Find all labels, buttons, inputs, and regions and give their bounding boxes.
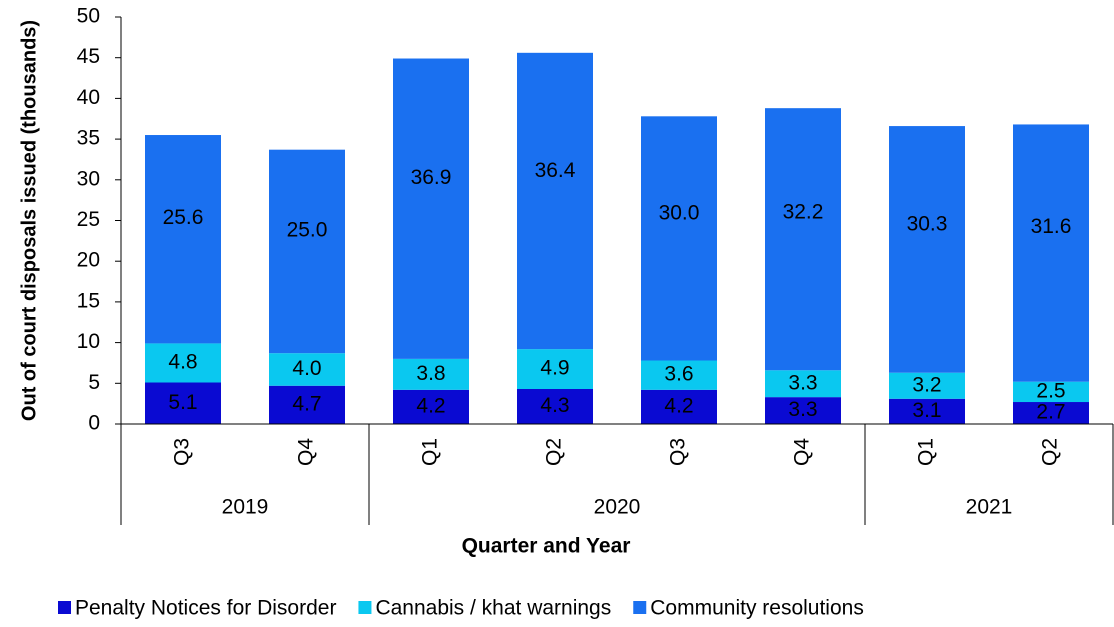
y-axis-title: Out of court disposals issued (thousands… xyxy=(18,20,40,421)
bar-segment xyxy=(145,382,221,424)
y-tick-label: 50 xyxy=(77,5,100,28)
bar-segment xyxy=(393,389,469,424)
y-tick-label: 15 xyxy=(77,289,100,312)
legend-swatch xyxy=(58,601,71,614)
legend-label: Cannabis / khat warnings xyxy=(375,597,611,620)
y-tick-label: 0 xyxy=(88,412,100,435)
x-tick-label: Q1 xyxy=(419,438,442,466)
x-tick-label: Q4 xyxy=(295,438,318,466)
bar-segment xyxy=(1013,402,1089,424)
x-tick-label: Q3 xyxy=(171,438,194,466)
bar-segment xyxy=(145,135,221,344)
x-tick-label: Q3 xyxy=(667,438,690,466)
bar-segment xyxy=(269,353,345,386)
y-tick-label: 35 xyxy=(77,127,100,150)
legend-label: Penalty Notices for Disorder xyxy=(75,597,336,620)
bar-segment xyxy=(269,385,345,424)
year-label: 2020 xyxy=(594,496,641,519)
x-axis-title: Quarter and Year xyxy=(462,535,631,558)
bar-segment xyxy=(641,116,717,361)
bar-segment xyxy=(765,397,841,424)
bar-segment xyxy=(641,360,717,390)
data-label: 36.9 xyxy=(411,166,452,189)
year-label: 2019 xyxy=(222,496,269,519)
bar-segment xyxy=(889,126,965,373)
x-tick-label: Q4 xyxy=(791,438,814,466)
x-tick-label: Q1 xyxy=(915,438,938,466)
data-label: 36.4 xyxy=(535,159,576,182)
bar-segment xyxy=(641,389,717,424)
y-tick-label: 25 xyxy=(77,208,100,231)
data-label: 4.7 xyxy=(292,392,321,415)
legend-swatch xyxy=(358,601,372,614)
data-label: 4.2 xyxy=(416,394,445,417)
bar-segment xyxy=(1013,124,1089,382)
bar-segment xyxy=(393,58,469,359)
data-label: 5.1 xyxy=(168,391,197,414)
data-label: 2.7 xyxy=(1036,401,1065,424)
data-label: 30.3 xyxy=(907,212,948,235)
data-label: 25.6 xyxy=(163,206,204,229)
data-label: 3.1 xyxy=(912,399,941,422)
year-label: 2021 xyxy=(966,496,1013,519)
data-label: 30.0 xyxy=(659,202,700,225)
y-tick-label: 10 xyxy=(77,330,100,353)
bar-segment xyxy=(1013,381,1089,403)
data-label: 4.0 xyxy=(292,357,321,380)
y-tick-label: 30 xyxy=(77,167,100,190)
bar-segment xyxy=(393,358,469,390)
y-tick-label: 20 xyxy=(77,249,100,272)
legend-label: Community resolutions xyxy=(650,597,864,620)
data-label: 3.8 xyxy=(416,362,445,385)
data-label: 4.2 xyxy=(664,394,693,417)
y-tick-label: 45 xyxy=(77,45,100,68)
bar-segment xyxy=(765,370,841,398)
x-tick-label: Q2 xyxy=(543,438,566,466)
bar-segment xyxy=(889,398,965,424)
legend-swatch xyxy=(633,601,647,614)
y-tick-label: 5 xyxy=(88,371,100,394)
bar-segment xyxy=(889,372,965,399)
data-label: 2.5 xyxy=(1036,379,1065,402)
y-tick-label: 40 xyxy=(77,86,100,109)
data-label: 32.2 xyxy=(783,201,824,224)
x-tick-label: Q2 xyxy=(1039,438,1062,466)
bar-segment xyxy=(517,388,593,424)
bar-segment xyxy=(765,108,841,371)
bar-segment xyxy=(517,349,593,389)
data-label: 3.3 xyxy=(788,398,817,421)
data-label: 4.3 xyxy=(540,394,569,417)
data-label: 31.6 xyxy=(1031,215,1072,238)
data-label: 3.3 xyxy=(788,371,817,394)
bar-segment xyxy=(145,343,221,383)
data-label: 3.2 xyxy=(912,373,941,396)
bar-segment xyxy=(269,149,345,354)
data-label: 4.9 xyxy=(540,357,569,380)
data-label: 25.0 xyxy=(287,219,328,242)
bar-segment xyxy=(517,52,593,350)
data-label: 3.6 xyxy=(664,363,693,386)
data-label: 4.8 xyxy=(168,350,197,373)
